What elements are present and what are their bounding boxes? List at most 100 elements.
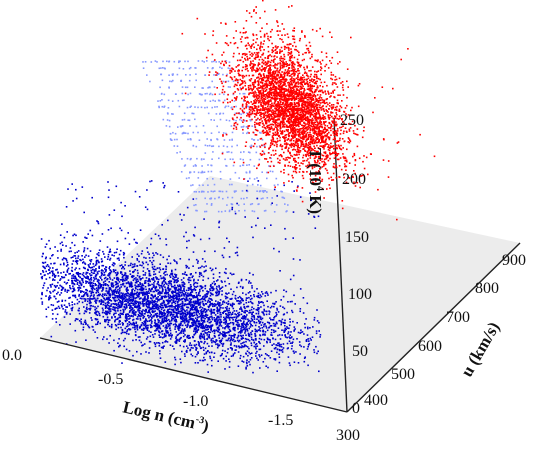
blue-data-point xyxy=(236,286,238,289)
blue-data-point xyxy=(61,258,64,261)
blue-data-point xyxy=(182,320,184,323)
blue-data-point xyxy=(221,293,223,296)
blue-data-point xyxy=(226,296,229,299)
blue-data-point xyxy=(94,311,97,313)
blue-data-point xyxy=(185,297,188,299)
blue-data-point xyxy=(230,355,233,357)
faint-data-point xyxy=(187,93,189,96)
faint-data-point xyxy=(188,119,191,122)
faint-data-point xyxy=(192,131,195,134)
blue-data-point xyxy=(154,287,156,290)
blue-data-point xyxy=(104,326,106,329)
blue-data-point xyxy=(185,303,187,306)
blue-data-point xyxy=(217,360,219,362)
blue-data-point xyxy=(201,335,204,337)
blue-data-point xyxy=(201,311,203,313)
blue-data-point xyxy=(93,265,95,268)
blue-data-point xyxy=(225,360,227,362)
blue-data-point xyxy=(251,338,253,341)
blue-data-point xyxy=(203,349,205,351)
blue-data-point xyxy=(49,290,51,293)
blue-data-point xyxy=(242,318,244,320)
blue-data-point xyxy=(318,370,320,373)
blue-data-point xyxy=(227,311,230,314)
blue-data-point xyxy=(197,320,199,323)
blue-data-point xyxy=(167,295,170,297)
blue-data-point xyxy=(182,319,184,321)
blue-data-point xyxy=(111,254,113,256)
faint-data-point xyxy=(246,126,249,128)
blue-data-point xyxy=(155,252,157,254)
blue-data-point xyxy=(248,339,251,342)
blue-data-point xyxy=(232,322,235,324)
blue-data-point xyxy=(221,345,224,347)
faint-data-point xyxy=(210,138,212,141)
blue-data-point xyxy=(318,330,320,332)
blue-data-point xyxy=(161,286,163,288)
blue-data-point xyxy=(133,309,135,312)
blue-data-point xyxy=(146,327,149,329)
blue-data-point xyxy=(120,286,123,288)
blue-data-point xyxy=(111,264,114,266)
faint-data-point xyxy=(200,158,203,160)
faint-data-point xyxy=(225,190,228,193)
faint-data-point xyxy=(243,151,245,153)
blue-data-point xyxy=(160,312,163,315)
blue-data-point xyxy=(224,280,226,283)
faint-data-point xyxy=(242,112,245,115)
blue-data-point xyxy=(272,322,275,325)
blue-data-point xyxy=(219,341,222,344)
blue-data-point xyxy=(200,314,202,317)
blue-data-point xyxy=(163,186,165,189)
blue-data-point xyxy=(243,344,246,346)
blue-data-point xyxy=(240,346,243,349)
blue-data-point xyxy=(49,297,52,299)
blue-data-point xyxy=(234,326,236,329)
blue-data-point xyxy=(156,301,158,303)
blue-data-point xyxy=(156,324,158,326)
blue-data-point xyxy=(222,301,224,303)
faint-data-point xyxy=(231,131,234,134)
blue-data-point xyxy=(125,294,128,297)
blue-data-point xyxy=(117,305,119,308)
blue-data-point xyxy=(107,321,110,323)
blue-data-point xyxy=(144,206,147,208)
blue-data-point xyxy=(183,310,186,312)
blue-data-point xyxy=(102,270,104,272)
blue-data-point xyxy=(113,251,116,254)
faint-data-point xyxy=(183,112,186,115)
blue-data-point xyxy=(186,334,189,337)
blue-data-point xyxy=(169,262,172,265)
blue-data-point xyxy=(219,288,221,290)
blue-data-point xyxy=(156,316,158,318)
blue-data-point xyxy=(169,274,171,277)
blue-data-point xyxy=(243,326,245,329)
blue-data-point xyxy=(138,305,141,308)
faint-data-point xyxy=(202,190,204,193)
blue-data-point xyxy=(105,297,108,299)
blue-data-point xyxy=(125,325,128,328)
faint-data-point xyxy=(230,203,233,205)
blue-data-point xyxy=(115,318,117,321)
blue-data-point xyxy=(228,360,231,363)
blue-data-point xyxy=(242,321,245,324)
blue-data-point xyxy=(158,290,161,293)
blue-data-point xyxy=(77,279,79,282)
blue-data-point xyxy=(92,291,95,294)
blue-data-point xyxy=(66,306,68,308)
blue-data-point xyxy=(74,294,77,297)
red-data-point xyxy=(226,98,229,100)
red-data-point xyxy=(232,118,234,121)
blue-data-point xyxy=(163,303,166,306)
blue-data-point xyxy=(72,273,75,276)
blue-data-point xyxy=(41,291,43,294)
blue-data-point xyxy=(139,312,142,315)
blue-data-point xyxy=(151,266,154,268)
blue-data-point xyxy=(310,199,312,201)
blue-data-point xyxy=(261,317,264,320)
blue-data-point xyxy=(269,341,271,343)
blue-data-point xyxy=(253,290,256,293)
blue-data-point xyxy=(195,330,197,333)
blue-data-point xyxy=(151,261,153,264)
faint-data-point xyxy=(214,106,216,108)
